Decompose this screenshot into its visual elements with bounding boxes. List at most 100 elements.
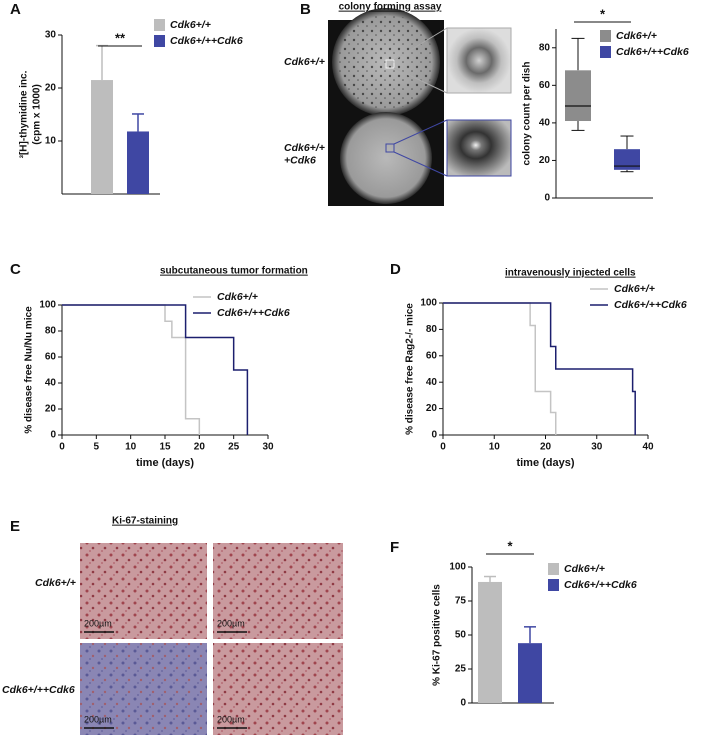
- y-axis-label: ³[H]-thymidine inc.: [19, 70, 30, 158]
- y-tick-label: 50: [455, 630, 467, 641]
- y-tick-label: 0: [460, 698, 466, 709]
- significance-label: *: [600, 6, 606, 21]
- y-tick-label: 10: [45, 136, 57, 147]
- row-label: Cdk6+/++Cdk6: [284, 142, 325, 167]
- chart-title: subcutaneous tumor formation: [160, 266, 308, 277]
- zoom-line: [393, 27, 448, 61]
- survival-line: [62, 304, 249, 435]
- y-tick-label: 100: [39, 300, 56, 311]
- scale-bar-label: 200µm: [217, 714, 245, 724]
- legend-label: Cdk6+/+: [170, 19, 211, 31]
- legend-label: Cdk6+/+: [614, 283, 655, 295]
- x-tick-label: 0: [440, 442, 446, 453]
- legend-label: Cdk6+/++Cdk6: [616, 46, 689, 58]
- row-label: Cdk6+/+: [284, 56, 325, 68]
- survival-line: [62, 304, 201, 435]
- y-tick-label: 0: [544, 193, 550, 204]
- legend-label: Cdk6+/+: [217, 291, 258, 303]
- legend-label: Cdk6+/+: [616, 30, 657, 42]
- y-axis-label: (cpm x 1000): [32, 84, 43, 145]
- x-tick-label: 0: [59, 442, 65, 453]
- image-title: Ki-67-staining: [112, 516, 178, 527]
- micrograph: [80, 543, 207, 639]
- scale-bar-label: 200µm: [84, 714, 112, 724]
- bar: [478, 581, 502, 703]
- legend-swatch: [600, 46, 611, 58]
- legend-label: Cdk6+/++Cdk6: [564, 579, 637, 591]
- y-tick-label: 30: [45, 30, 57, 41]
- legend-swatch: [154, 19, 165, 31]
- y-tick-label: 80: [45, 326, 57, 337]
- x-tick-label: 20: [194, 442, 206, 453]
- panel-label: D: [390, 261, 401, 278]
- y-tick-label: 25: [455, 664, 467, 675]
- zoom-line: [393, 151, 448, 177]
- x-axis-label: time (days): [516, 457, 574, 469]
- zoom-line: [393, 67, 448, 94]
- x-tick-label: 40: [642, 442, 654, 453]
- x-tick-label: 20: [540, 442, 552, 453]
- survival-line: [443, 302, 557, 435]
- y-tick-label: 75: [455, 596, 467, 607]
- significance-label: *: [507, 538, 513, 553]
- panel-label: F: [390, 539, 399, 556]
- y-tick-label: 40: [426, 377, 438, 388]
- y-tick-label: 20: [45, 404, 57, 415]
- panel-label: C: [10, 261, 21, 278]
- y-tick-label: 80: [539, 42, 551, 53]
- y-tick-label: 100: [449, 562, 466, 573]
- scale-bar-label: 200µm: [217, 618, 245, 628]
- y-tick-label: 20: [539, 155, 551, 166]
- significance-label: **: [115, 30, 126, 45]
- y-tick-label: 20: [45, 83, 57, 94]
- y-tick-label: 40: [45, 378, 57, 389]
- row-label: Cdk6+/+: [35, 577, 76, 589]
- box: [614, 149, 640, 170]
- x-tick-label: 5: [94, 442, 100, 453]
- panel-label: B: [300, 1, 311, 18]
- x-tick-label: 30: [262, 442, 274, 453]
- zoom-box: [385, 143, 395, 153]
- zoom-image: [446, 119, 512, 177]
- y-tick-label: 40: [539, 118, 551, 129]
- y-axis-label: % Ki-67 positive cells: [432, 584, 443, 686]
- y-tick-label: 60: [45, 352, 57, 363]
- row-label: Cdk6+/++Cdk6: [2, 684, 75, 696]
- micrograph: [213, 643, 343, 735]
- y-tick-label: 60: [426, 350, 438, 361]
- legend-label: Cdk6+/++Cdk6: [170, 35, 243, 47]
- panel-label: E: [10, 518, 20, 535]
- x-tick-label: 10: [125, 442, 137, 453]
- image-title: colony forming assay: [339, 2, 442, 13]
- x-tick-label: 30: [591, 442, 603, 453]
- x-axis-label: time (days): [136, 457, 194, 469]
- y-tick-label: 0: [50, 430, 56, 441]
- legend-swatch: [548, 563, 559, 575]
- micrograph: [80, 643, 207, 735]
- legend-swatch: [600, 30, 611, 42]
- x-tick-label: 25: [228, 442, 240, 453]
- legend-swatch: [154, 35, 165, 47]
- scale-bar-label: 200µm: [84, 618, 112, 628]
- zoom-box: [385, 59, 395, 69]
- plate: [340, 112, 432, 204]
- legend-label: Cdk6+/++Cdk6: [614, 299, 687, 311]
- y-tick-label: 0: [431, 430, 437, 441]
- micrograph: [213, 543, 343, 639]
- panel-label: A: [10, 1, 21, 18]
- y-axis-label: colony count per dish: [522, 62, 533, 166]
- legend-label: Cdk6+/++Cdk6: [217, 307, 290, 319]
- survival-line: [443, 302, 636, 435]
- x-tick-label: 15: [159, 442, 171, 453]
- bar: [91, 80, 113, 194]
- box: [565, 70, 591, 122]
- legend-swatch: [548, 579, 559, 591]
- bar: [127, 131, 149, 194]
- colony-images: colony forming assay Cdk6+/+ Cdk6+/+ +Cdk…: [284, 2, 512, 206]
- legend-label: Cdk6+/+: [564, 563, 605, 575]
- histology-images: E Ki-67-staining Cdk6+/+ Cdk6+/++Cdk6: [2, 516, 343, 735]
- zoom-line: [393, 119, 448, 145]
- y-tick-label: 100: [420, 298, 437, 309]
